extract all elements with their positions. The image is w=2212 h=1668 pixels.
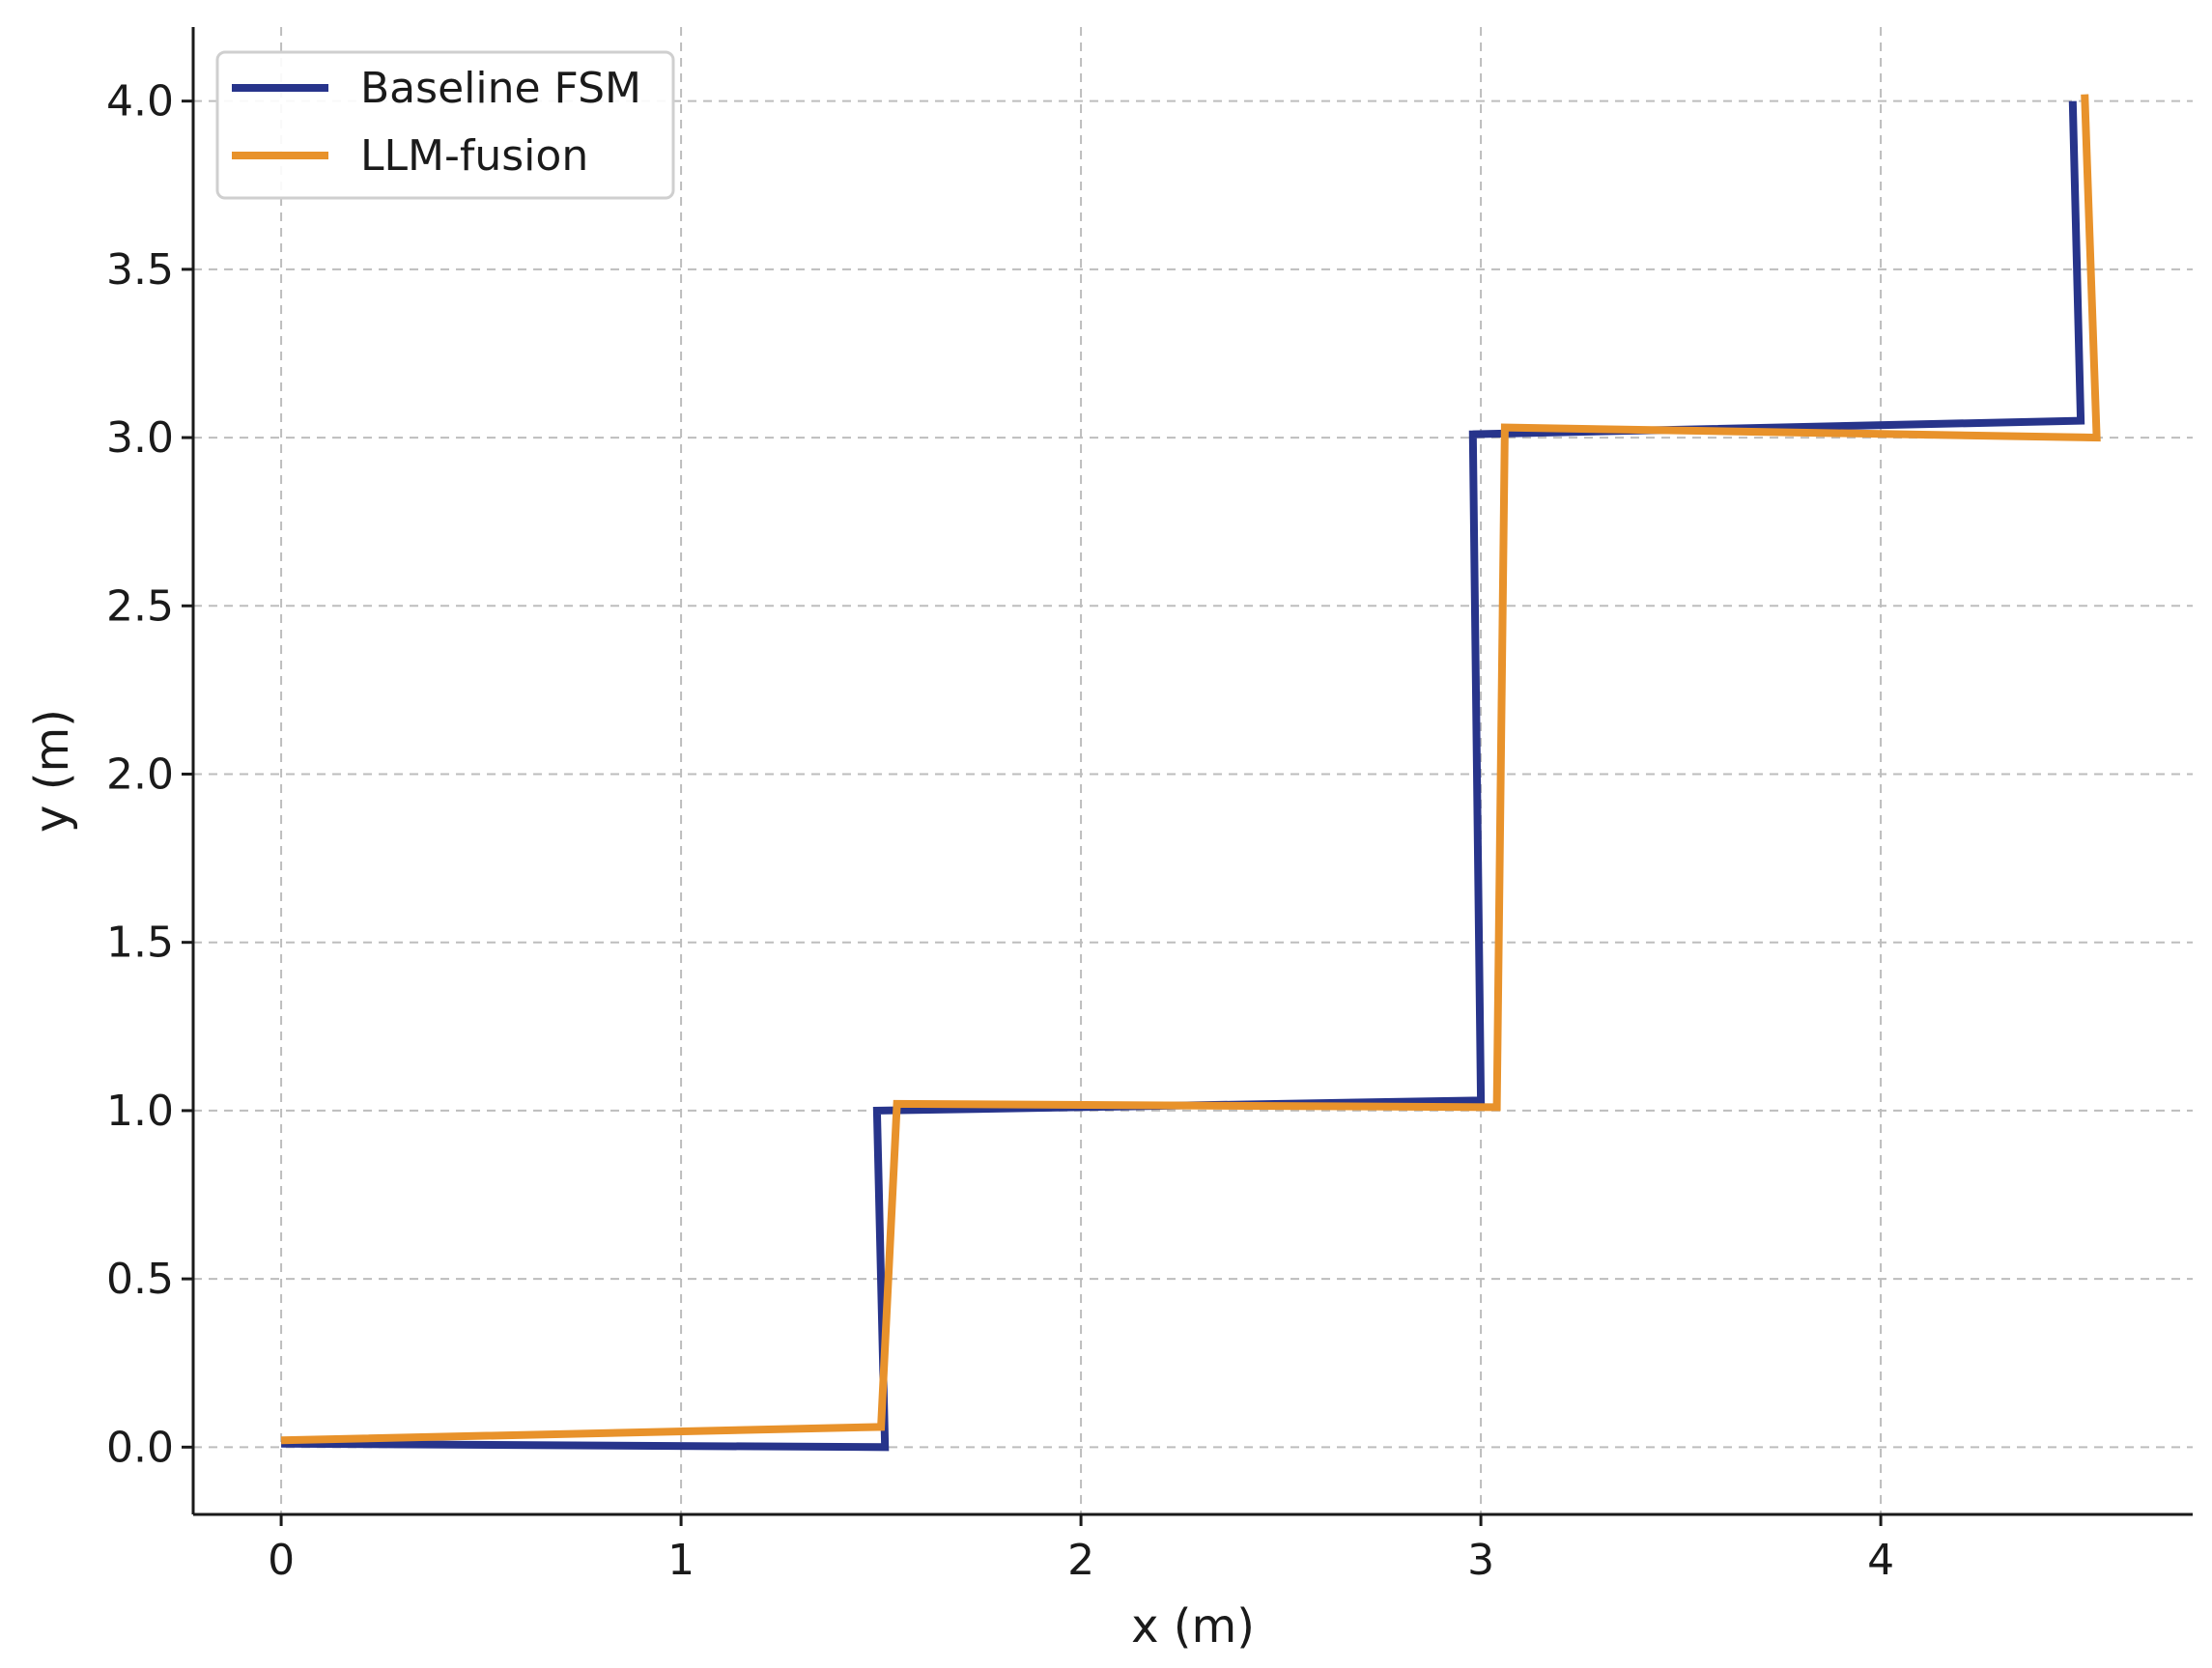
y-axis-title: y (m) bbox=[25, 709, 79, 833]
x-axis-title: x (m) bbox=[1131, 1599, 1255, 1654]
y-tick-label: 2.0 bbox=[106, 749, 174, 799]
y-tick-label: 1.5 bbox=[106, 919, 174, 968]
legend: Baseline FSM LLM-fusion bbox=[215, 50, 675, 200]
legend-label-baseline: Baseline FSM bbox=[360, 64, 641, 113]
x-tick-label: 0 bbox=[268, 1536, 295, 1585]
y-tick-label: 0.0 bbox=[106, 1423, 174, 1472]
x-tick-label: 4 bbox=[1867, 1536, 1894, 1585]
y-tick-label: 3.5 bbox=[106, 245, 174, 295]
x-tick-label: 3 bbox=[1467, 1536, 1494, 1585]
legend-frame bbox=[215, 50, 675, 200]
series-line-llm-fusion bbox=[281, 94, 2101, 1445]
grid bbox=[193, 27, 2193, 1514]
x-tick-label: 2 bbox=[1067, 1536, 1094, 1585]
series-line-baseline-fsm bbox=[281, 100, 2085, 1452]
y-tick-label: 0.5 bbox=[106, 1255, 174, 1304]
y-tick-label: 4.0 bbox=[106, 77, 174, 127]
x-tick-label: 1 bbox=[667, 1536, 695, 1585]
series-lines bbox=[281, 94, 2101, 1452]
y-tick-label: 1.0 bbox=[106, 1087, 174, 1136]
ticks: 0 1 2 3 4 0.0 0.5 1.0 1.5 2.0 2.5 3.0 3.5 4.0 bbox=[106, 77, 1894, 1585]
legend-label-llm-fusion: LLM-fusion bbox=[360, 131, 588, 181]
y-tick-label: 2.5 bbox=[106, 581, 174, 631]
y-tick-label: 3.0 bbox=[106, 413, 174, 463]
axes bbox=[191, 27, 2193, 1516]
